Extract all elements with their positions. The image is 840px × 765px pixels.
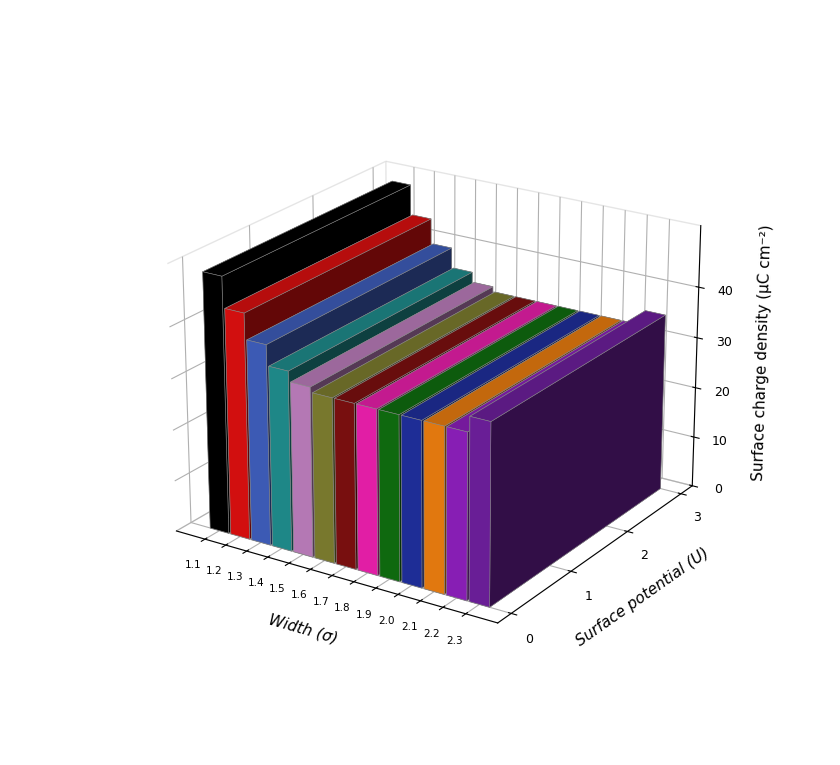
Y-axis label: Surface potential (U): Surface potential (U) [574, 545, 711, 649]
X-axis label: Width (σ): Width (σ) [267, 612, 339, 646]
